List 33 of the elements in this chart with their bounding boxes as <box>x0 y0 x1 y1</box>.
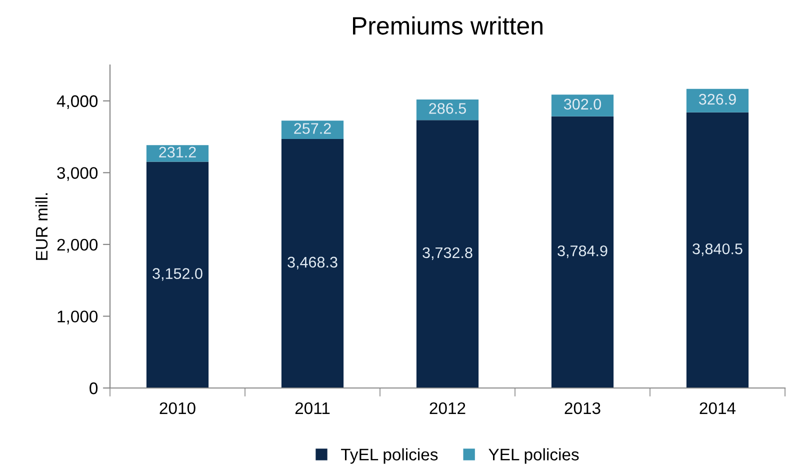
bar <box>686 88 749 112</box>
bar <box>416 120 479 388</box>
x-tick-label: 2011 <box>295 402 330 414</box>
bar <box>686 112 749 388</box>
bar <box>146 145 209 162</box>
x-tick-label: 2014 <box>700 402 736 414</box>
bar <box>281 120 344 140</box>
bar <box>146 162 209 388</box>
bar <box>551 116 614 388</box>
data-label: 302.0 <box>564 98 602 110</box>
y-tick-label: 2,000 <box>57 238 98 253</box>
data-label: 3,152.0 <box>152 268 202 281</box>
y-tick-label: 1,000 <box>58 310 98 324</box>
y-axis-title: EUR mill. <box>35 193 48 260</box>
legend-label: TyEL policies <box>341 448 438 464</box>
x-tick-label: 2010 <box>160 402 196 414</box>
data-label: 3,784.9 <box>558 245 608 258</box>
data-label: 3,840.5 <box>692 243 742 256</box>
data-label: 257.2 <box>294 123 331 134</box>
x-tick-label: 2012 <box>430 402 466 414</box>
data-label: 326.9 <box>698 94 736 105</box>
data-label: 3,468.3 <box>288 256 338 270</box>
bar <box>281 139 344 388</box>
y-tick-label: 3,000 <box>57 167 98 181</box>
data-label: 231.2 <box>159 146 196 158</box>
data-label: 286.5 <box>429 103 466 114</box>
y-tick-label: 0 <box>90 382 98 394</box>
bar <box>551 94 614 116</box>
x-tick-label: 2013 <box>564 402 600 414</box>
y-tick-label: 4,000 <box>56 95 98 110</box>
data-label: 3,732.8 <box>422 247 472 260</box>
legend-label: YEL policies <box>488 448 579 464</box>
chart-title: Premiums written <box>353 16 542 35</box>
